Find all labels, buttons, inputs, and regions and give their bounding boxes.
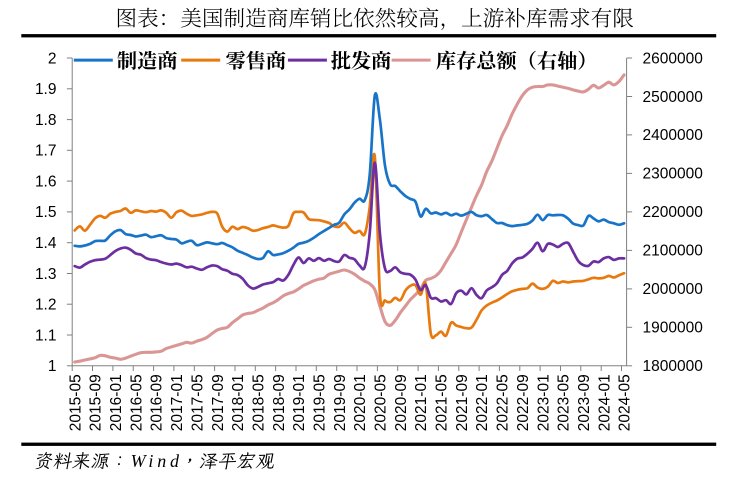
svg-text:1.3: 1.3 — [35, 266, 57, 283]
svg-text:2021-05: 2021-05 — [434, 374, 451, 431]
svg-text:2300000: 2300000 — [643, 166, 704, 183]
svg-text:2017-09: 2017-09 — [210, 374, 227, 431]
svg-text:2023-09: 2023-09 — [576, 374, 593, 431]
svg-text:1.2: 1.2 — [35, 297, 57, 314]
svg-text:2020-09: 2020-09 — [393, 374, 410, 431]
svg-text:2020-05: 2020-05 — [373, 374, 390, 431]
svg-text:1: 1 — [48, 358, 57, 375]
svg-text:2000000: 2000000 — [643, 281, 704, 298]
svg-text:2018-05: 2018-05 — [250, 374, 267, 431]
svg-text:2021-01: 2021-01 — [413, 374, 430, 431]
svg-text:1.9: 1.9 — [35, 81, 57, 98]
svg-text:2019-09: 2019-09 — [332, 374, 349, 431]
svg-text:2016-09: 2016-09 — [149, 374, 166, 431]
svg-text:2600000: 2600000 — [643, 50, 704, 67]
svg-text:1.8: 1.8 — [35, 112, 57, 129]
svg-text:2016-01: 2016-01 — [108, 374, 125, 431]
svg-text:1900000: 1900000 — [643, 320, 704, 337]
svg-text:1.6: 1.6 — [35, 173, 57, 190]
svg-text:2017-05: 2017-05 — [189, 374, 206, 431]
svg-text:2022-09: 2022-09 — [515, 374, 532, 431]
svg-text:Wind: Wind — [131, 451, 183, 471]
svg-text:1.5: 1.5 — [35, 204, 57, 221]
svg-text:2017-01: 2017-01 — [169, 374, 186, 431]
svg-text:2024-05: 2024-05 — [617, 374, 634, 431]
svg-text:1.7: 1.7 — [35, 143, 57, 160]
svg-text:2020-01: 2020-01 — [352, 374, 369, 431]
svg-text:2019-05: 2019-05 — [312, 374, 329, 431]
svg-text:2023-05: 2023-05 — [556, 374, 573, 431]
svg-text:2400000: 2400000 — [643, 127, 704, 144]
svg-text:2021-09: 2021-09 — [454, 374, 471, 431]
svg-text:2200000: 2200000 — [643, 204, 704, 221]
svg-text:2015-05: 2015-05 — [67, 374, 84, 431]
svg-text:2: 2 — [48, 50, 57, 67]
svg-text:1.4: 1.4 — [35, 235, 57, 252]
svg-text:2022-01: 2022-01 — [474, 374, 491, 431]
svg-text:2500000: 2500000 — [643, 89, 704, 106]
svg-text:1800000: 1800000 — [643, 358, 704, 375]
svg-text:2100000: 2100000 — [643, 243, 704, 260]
svg-text:2022-05: 2022-05 — [495, 374, 512, 431]
svg-text:2024-01: 2024-01 — [596, 374, 613, 431]
svg-text:2018-01: 2018-01 — [230, 374, 247, 431]
svg-text:1.1: 1.1 — [35, 327, 57, 344]
svg-text:2019-01: 2019-01 — [291, 374, 308, 431]
svg-text:2016-05: 2016-05 — [128, 374, 145, 431]
svg-text:2015-09: 2015-09 — [88, 374, 105, 431]
svg-text:2018-09: 2018-09 — [271, 374, 288, 431]
svg-text:2023-01: 2023-01 — [535, 374, 552, 431]
